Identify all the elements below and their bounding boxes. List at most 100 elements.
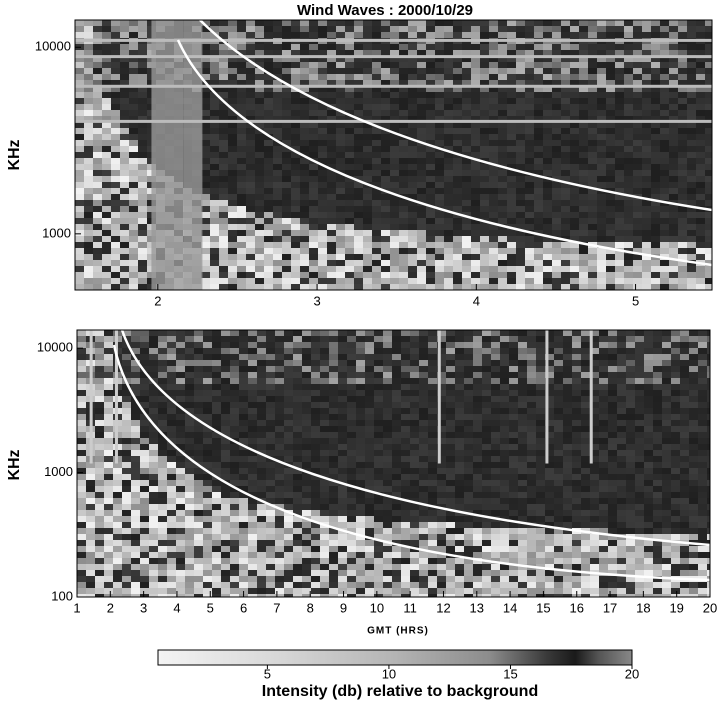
spectrogram-cell [597, 50, 607, 57]
spectrogram-cell [302, 420, 312, 427]
spectrogram-cell [653, 372, 663, 379]
spectrogram-cell [687, 236, 697, 243]
spectrogram-cell [671, 474, 681, 481]
spectrogram-cell [138, 20, 148, 27]
spectrogram-cell [644, 456, 654, 463]
spectrogram-cell [597, 56, 607, 63]
spectrogram-cell [552, 158, 562, 165]
spectrogram-cell [176, 342, 186, 349]
spectrogram-cell [266, 330, 276, 337]
spectrogram-cell [131, 450, 141, 457]
spectrogram-cell [651, 284, 661, 290]
spectrogram-cell [527, 348, 537, 355]
spectrogram-cell [390, 224, 400, 231]
spectrogram-cell [311, 366, 321, 373]
spectrogram-cell [543, 32, 553, 39]
spectrogram-cell [102, 266, 112, 273]
spectrogram-cell [282, 56, 292, 63]
spectrogram-cell [149, 384, 159, 391]
spectrogram-cell [507, 212, 517, 219]
spectrogram-cell [428, 444, 438, 451]
spectrogram-cell [345, 116, 355, 123]
spectrogram-cell [354, 146, 364, 153]
spectrogram-cell [93, 122, 103, 129]
spectrogram-cell [203, 330, 213, 337]
spectrogram-cell [390, 104, 400, 111]
spectrogram-cell [653, 402, 663, 409]
spectrogram-cell [257, 384, 267, 391]
spectrogram-cell [498, 98, 508, 105]
spectrogram-cell [579, 164, 589, 171]
spectrogram-cell [518, 360, 528, 367]
spectrogram-cell [408, 74, 418, 81]
spectrogram-cell [417, 68, 427, 75]
spectrogram-cell [678, 110, 688, 117]
spectrogram-cell [372, 56, 382, 63]
spectrogram-cell [579, 260, 589, 267]
spectrogram-cell [552, 152, 562, 159]
spectrogram-cell [365, 342, 375, 349]
spectrogram-cell [500, 342, 510, 349]
spectrogram-cell [507, 182, 517, 189]
spectrogram-cell [120, 224, 130, 231]
spectrogram-cell [464, 372, 474, 379]
spectrogram-cell [489, 194, 499, 201]
spectrogram-cell [633, 140, 643, 147]
spectrogram-cell [327, 182, 337, 189]
spectrogram-cell [419, 390, 429, 397]
spectrogram-cell [597, 44, 607, 51]
spectrogram-cell [597, 98, 607, 105]
spectrogram-cell [572, 342, 582, 349]
spectrogram-cell [597, 110, 607, 117]
spectrogram-cell [581, 336, 591, 343]
spectrogram-cell [426, 134, 436, 141]
spectrogram-cell [318, 254, 328, 261]
spectrogram-cell [527, 390, 537, 397]
spectrogram-cell [390, 140, 400, 147]
spectrogram-cell [102, 56, 112, 63]
spectrogram-cell [363, 44, 373, 51]
spectrogram-cell [347, 330, 357, 337]
spectrogram-cell [651, 134, 661, 141]
spectrogram-cell [705, 56, 712, 63]
spectrogram-cell [545, 456, 555, 463]
spectrogram-cell [122, 354, 132, 361]
spectrogram-cell [615, 260, 625, 267]
spectrogram-cell [599, 378, 609, 385]
spectrogram-cell [687, 182, 697, 189]
spectrogram-cell [338, 396, 348, 403]
spectrogram-cell [552, 206, 562, 213]
spectrogram-cell [194, 396, 204, 403]
spectrogram-cell [203, 342, 213, 349]
spectrogram-cell [176, 450, 186, 457]
spectrogram-cell [347, 408, 357, 415]
spectrogram-cell [536, 378, 546, 385]
spectrogram-cell [201, 92, 211, 99]
spectrogram-cell [435, 284, 445, 290]
spectrogram-cell [561, 80, 571, 87]
spectrogram-cell [525, 206, 535, 213]
spectrogram-cell [545, 414, 555, 421]
spectrogram-cell [75, 134, 85, 141]
spectrogram-cell [516, 80, 526, 87]
spectrogram-cell [669, 86, 679, 93]
spectrogram-cell [309, 242, 319, 249]
spectrogram-cell [237, 230, 247, 237]
spectrogram-cell [617, 372, 627, 379]
spectrogram-cell [498, 224, 508, 231]
spectrogram-cell [408, 116, 418, 123]
spectrogram-cell [707, 456, 710, 463]
spectrogram-cell [660, 206, 670, 213]
spectrogram-cell [264, 140, 274, 147]
spectrogram-cell [390, 158, 400, 165]
spectrogram-cell [624, 224, 634, 231]
spectrogram-cell [597, 62, 607, 69]
spectrogram-cell [75, 176, 85, 183]
spectrogram-cell [446, 468, 456, 475]
spectrogram-cell [257, 360, 267, 367]
spectrogram-cell [372, 272, 382, 279]
spectrogram-cell [705, 182, 712, 189]
spectrogram-cell [210, 146, 220, 153]
spectrogram-cell [507, 164, 517, 171]
spectrogram-cell [264, 254, 274, 261]
